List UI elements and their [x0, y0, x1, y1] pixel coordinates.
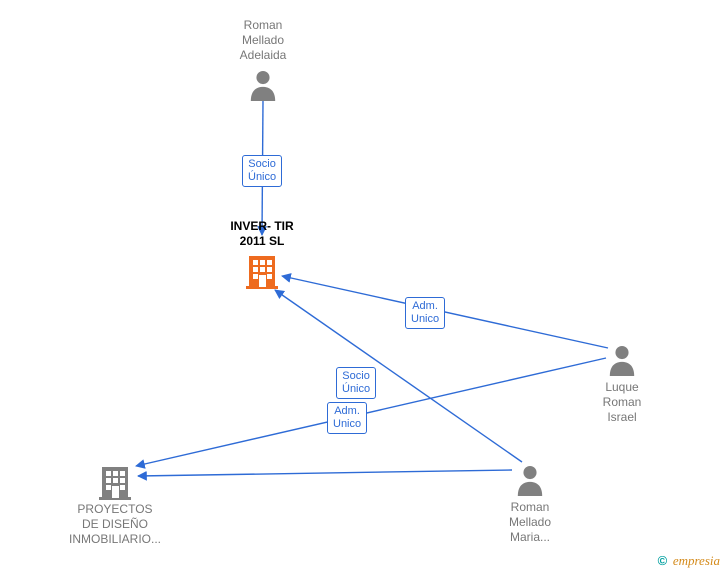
edge-e4: [275, 290, 522, 462]
node-label-luque: Luque Roman Israel: [562, 380, 682, 425]
diagram-canvas: Roman Mellado Adelaida INVER- TIR 2011 SL…: [0, 0, 728, 575]
watermark: © empresia: [658, 553, 720, 569]
building-icon[interactable]: [97, 464, 133, 500]
edge-label-e5: Adm. Unico: [327, 402, 367, 434]
node-label-maria: Roman Mellado Maria...: [470, 500, 590, 545]
edge-label-e3: Socio Único: [336, 367, 376, 399]
edge-label-e2: Adm. Unico: [405, 297, 445, 329]
node-label-adelaida: Roman Mellado Adelaida: [203, 18, 323, 63]
copyright-symbol: ©: [658, 553, 668, 568]
person-icon[interactable]: [248, 69, 278, 101]
node-label-invertir: INVER- TIR 2011 SL: [202, 219, 322, 249]
building-icon[interactable]: [244, 253, 280, 289]
edge-e5: [138, 470, 512, 476]
person-icon[interactable]: [515, 464, 545, 496]
person-icon[interactable]: [607, 344, 637, 376]
brand-name: empresia: [673, 553, 720, 568]
edge-label-e1: Socio Único: [242, 155, 282, 187]
node-label-proyectos: PROYECTOS DE DISEÑO INMOBILIARIO...: [55, 502, 175, 547]
